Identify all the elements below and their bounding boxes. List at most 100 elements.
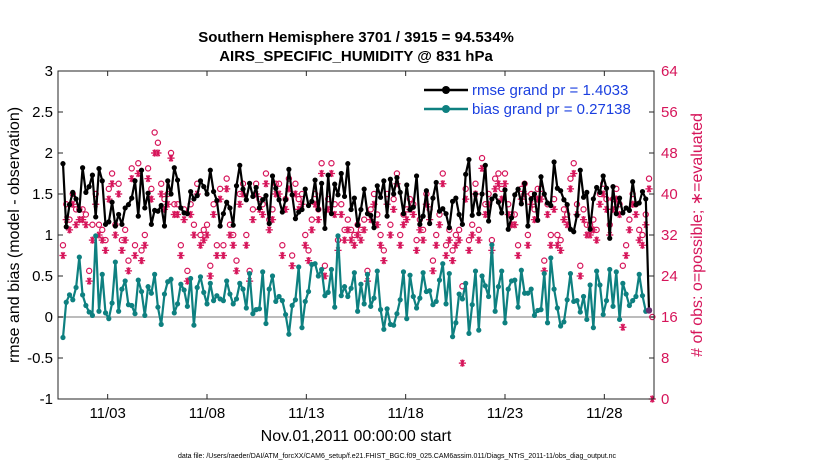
obs-possible-point bbox=[233, 257, 240, 264]
obs-possible-point bbox=[157, 180, 165, 187]
rmse-point bbox=[613, 211, 619, 217]
y-left-tick-label: 0 bbox=[45, 309, 53, 326]
bias-point bbox=[260, 269, 266, 275]
rmse-point bbox=[70, 189, 76, 195]
obs-possible-point bbox=[108, 170, 116, 177]
bias-point bbox=[201, 289, 207, 295]
bias-point bbox=[109, 300, 115, 306]
bias-point bbox=[446, 270, 452, 277]
rmse-point bbox=[449, 198, 456, 204]
y-right-tick-label: 8 bbox=[661, 350, 669, 367]
rmse-point bbox=[505, 226, 511, 232]
bias-point bbox=[404, 316, 410, 322]
rmse-point bbox=[394, 175, 400, 181]
obs-evaluated-point bbox=[448, 257, 457, 265]
bias-point bbox=[145, 284, 151, 290]
obs-evaluated-point bbox=[219, 251, 227, 260]
rmse-point bbox=[443, 211, 449, 217]
y-right-tick-label: 16 bbox=[661, 309, 678, 326]
legend-bias-marker bbox=[442, 105, 450, 113]
obs-evaluated-point bbox=[141, 241, 149, 249]
bias-point bbox=[449, 334, 456, 340]
obs-possible-point bbox=[295, 195, 302, 203]
bias-point bbox=[466, 330, 472, 336]
bias-point bbox=[250, 311, 256, 317]
obs-possible-point bbox=[478, 154, 486, 162]
obs-evaluated-point bbox=[131, 251, 139, 260]
rmse-point bbox=[479, 191, 485, 197]
obs-evaluated-point bbox=[223, 185, 231, 193]
bias-point bbox=[335, 233, 341, 239]
obs-evaluated-point bbox=[560, 216, 568, 224]
bias-point bbox=[181, 287, 187, 293]
rmse-point bbox=[528, 196, 534, 202]
obs-possible-point bbox=[570, 160, 577, 167]
bias-point bbox=[142, 312, 148, 318]
rmse-point bbox=[580, 194, 587, 200]
rmse-point bbox=[217, 223, 223, 229]
bias-point bbox=[312, 261, 318, 267]
obs-possible-point bbox=[141, 231, 149, 239]
bias-point bbox=[305, 288, 312, 295]
obs-possible-point bbox=[639, 231, 646, 239]
rmse-point bbox=[227, 205, 233, 211]
obs-evaluated-point bbox=[514, 251, 522, 260]
rmse-point bbox=[541, 191, 547, 197]
obs-possible-point bbox=[475, 226, 482, 234]
bias-point bbox=[152, 271, 158, 277]
obs-evaluated-point bbox=[579, 216, 588, 224]
bias-point bbox=[639, 293, 646, 299]
rmse-point bbox=[191, 196, 197, 202]
rmse-point bbox=[286, 166, 292, 172]
obs-possible-point bbox=[557, 236, 564, 244]
obs-possible-point bbox=[148, 185, 155, 193]
obs-possible-point bbox=[151, 129, 158, 136]
y-axis-left-label: rmse and bias (model - observation) bbox=[6, 107, 23, 363]
rmse-point bbox=[639, 188, 646, 195]
obs-possible-point bbox=[560, 206, 568, 213]
bias-point bbox=[355, 308, 361, 314]
obs-evaluated-point bbox=[468, 231, 476, 239]
obs-possible-point bbox=[541, 257, 548, 264]
bias-point bbox=[325, 289, 331, 295]
obs-possible-point bbox=[455, 226, 463, 234]
bias-point bbox=[391, 322, 397, 328]
obs-evaluated-point bbox=[596, 200, 604, 208]
bias-point bbox=[188, 275, 194, 282]
obs-possible-point bbox=[622, 242, 630, 249]
rmse-point bbox=[636, 200, 642, 206]
rmse-point bbox=[427, 220, 433, 227]
obs-possible-point bbox=[524, 231, 532, 239]
obs-possible-point bbox=[128, 165, 135, 172]
bias-point bbox=[558, 323, 564, 329]
rmse-point bbox=[184, 211, 190, 217]
obs-possible-point bbox=[469, 221, 476, 228]
rmse-point bbox=[197, 178, 204, 184]
rmse-point bbox=[463, 171, 469, 177]
rmse-point bbox=[279, 209, 285, 215]
rmse-point bbox=[610, 184, 616, 190]
bias-point bbox=[590, 325, 596, 331]
obs-possible-point bbox=[177, 242, 185, 249]
obs-possible-point bbox=[154, 139, 162, 146]
rmse-point bbox=[374, 183, 380, 189]
rmse-point bbox=[466, 156, 472, 163]
bias-point bbox=[328, 266, 335, 273]
bias-point bbox=[463, 280, 469, 286]
rmse-point bbox=[626, 207, 632, 213]
bias-point bbox=[161, 291, 168, 297]
rmse-point bbox=[171, 165, 177, 171]
rmse-point bbox=[594, 184, 600, 191]
bias-point bbox=[220, 298, 226, 304]
rmse-point bbox=[240, 186, 246, 192]
obs-evaluated-point bbox=[645, 185, 653, 193]
obs-evaluated-point bbox=[101, 246, 110, 254]
obs-possible-point bbox=[465, 236, 473, 244]
obs-possible-point bbox=[567, 175, 574, 182]
y-right-tick-label: 32 bbox=[661, 227, 678, 244]
obs-evaluated-point bbox=[124, 267, 133, 275]
rmse-point bbox=[469, 212, 475, 218]
bias-point bbox=[495, 284, 502, 290]
rmse-point bbox=[106, 219, 112, 225]
obs-possible-point bbox=[439, 170, 446, 177]
